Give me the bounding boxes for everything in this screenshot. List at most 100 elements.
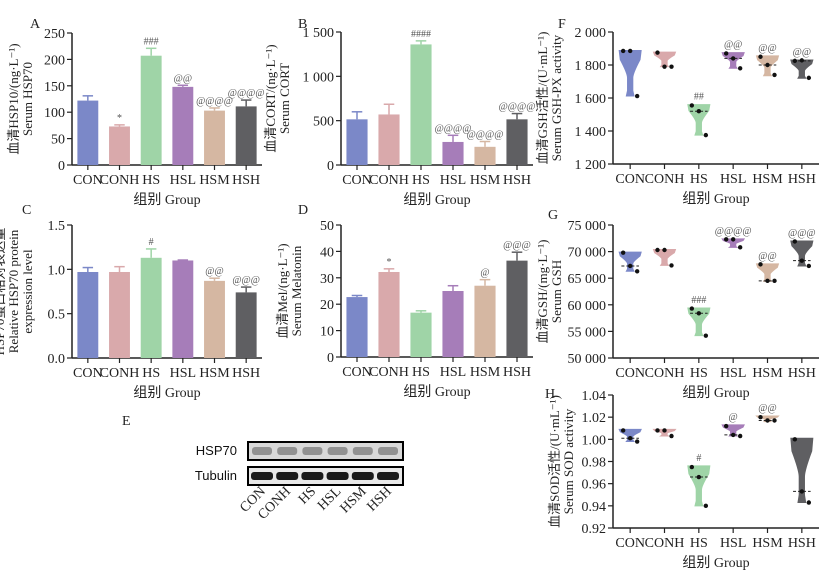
- x-tick-label: HSM: [199, 366, 230, 381]
- data-point: [723, 51, 729, 56]
- tubulin-band: [351, 472, 374, 480]
- data-point: [765, 62, 770, 68]
- x-axis-title: 组别 Group: [133, 385, 200, 401]
- bar-con: [346, 119, 368, 165]
- y-tick-label: 100: [44, 106, 65, 121]
- x-tick-label: HSH: [232, 173, 260, 188]
- wb-tubulin-strip: [247, 466, 404, 486]
- data-point: [655, 50, 660, 55]
- y-tick-label: 10: [320, 325, 334, 340]
- data-point: [696, 109, 702, 114]
- bar-hs: [410, 312, 432, 357]
- y-tick-label: 60 000: [568, 299, 607, 314]
- significance-label: @@: [205, 266, 223, 277]
- y-tick-label: 1 200: [575, 158, 607, 173]
- violin-hs: [687, 104, 711, 136]
- significance-label: @@@@: [435, 123, 472, 134]
- x-tick-label: CONH: [369, 173, 409, 188]
- x-tick-label: HSH: [788, 172, 816, 187]
- y-tick-label: 50: [320, 219, 334, 234]
- hsp70-band: [352, 447, 373, 455]
- y-axis-title: Serum GSH-PX activity: [549, 34, 564, 161]
- x-tick-label: HSL: [440, 173, 466, 188]
- y-axis-title: HSP70蛋白相对表达量: [0, 228, 7, 356]
- significance-label: @@: [724, 40, 742, 51]
- bar-hsl: [442, 291, 464, 357]
- data-point: [662, 64, 667, 69]
- violin-hs: [687, 307, 711, 337]
- bar-hsm: [204, 110, 225, 165]
- y-tick-label: 1 800: [575, 59, 607, 74]
- data-point: [799, 258, 805, 263]
- data-point: [723, 423, 729, 429]
- x-tick-label: CONH: [369, 365, 409, 380]
- x-axis-title: 组别 Group: [403, 384, 470, 400]
- x-tick-label: HSH: [788, 536, 816, 551]
- x-tick-label: CONH: [645, 366, 685, 381]
- data-point: [730, 56, 736, 61]
- data-point: [669, 64, 674, 69]
- data-point: [772, 278, 777, 284]
- violin-con: [618, 251, 642, 272]
- x-axis-title: 组别 Group: [133, 192, 200, 208]
- x-tick-label: HSL: [170, 366, 196, 381]
- y-tick-label: 1.00: [582, 433, 607, 448]
- data-point: [634, 93, 640, 99]
- panel-label-E: E: [122, 414, 131, 429]
- x-tick-label: CON: [615, 172, 645, 187]
- x-tick-label: HSL: [720, 536, 746, 551]
- data-point: [669, 433, 674, 439]
- x-axis-title: 组别 Group: [403, 192, 470, 208]
- panel-label-B: B: [298, 17, 307, 32]
- hsp70-band: [327, 447, 348, 455]
- violin-hsh: [790, 437, 814, 504]
- significance-label: #: [149, 237, 154, 248]
- bar-hsh: [506, 119, 528, 165]
- data-point: [730, 432, 736, 438]
- bar-hsl: [442, 141, 464, 165]
- hsp70-band: [378, 447, 398, 455]
- x-tick-label: HSM: [470, 173, 501, 188]
- bar-hs: [140, 257, 162, 358]
- y-tick-label: 1 600: [575, 92, 607, 107]
- significance-label: *: [387, 257, 392, 268]
- data-point: [758, 54, 763, 59]
- x-tick-label: HS: [142, 366, 160, 381]
- data-point: [627, 436, 633, 441]
- chart-panel-F: F 1 200 1 400 1 600 1 800 2 000 CON CONH HS HSL HS…: [535, 17, 819, 207]
- violin-con: [618, 49, 642, 97]
- data-point: [703, 132, 709, 138]
- y-tick-label: 0.98: [582, 456, 607, 471]
- y-tick-label: 0.94: [582, 500, 607, 515]
- bar-hsm: [474, 285, 496, 357]
- data-point: [655, 247, 660, 253]
- data-point: [634, 439, 640, 444]
- y-tick-label: 0.92: [582, 522, 607, 537]
- bar-hsl: [172, 260, 194, 358]
- x-tick-label: CON: [73, 173, 103, 188]
- x-tick-label: HSH: [232, 366, 260, 381]
- y-tick-label: 1 500: [303, 26, 335, 41]
- significance-label: @@: [758, 403, 776, 414]
- significance-label: @@@@: [715, 226, 752, 237]
- x-tick-label: CON: [615, 366, 645, 381]
- significance-label: @@@@: [196, 96, 233, 107]
- data-point: [737, 66, 743, 71]
- data-point: [703, 333, 709, 338]
- y-axis-title: 血清GSH活性/(U·mL⁻¹): [535, 32, 550, 165]
- bar-hsh: [235, 292, 257, 358]
- y-axis-title: Serum SOD activity: [561, 408, 576, 514]
- data-point: [792, 437, 798, 442]
- violin-conh: [652, 51, 677, 68]
- x-tick-label: CON: [342, 173, 372, 188]
- y-tick-label: 200: [44, 53, 65, 68]
- significance-label: @@: [758, 251, 776, 262]
- y-tick-label: 1.04: [582, 389, 607, 404]
- data-point: [799, 489, 805, 494]
- y-tick-label: 0.0: [48, 352, 66, 367]
- y-tick-label: 0: [58, 159, 65, 174]
- significance-label: @: [480, 268, 489, 279]
- data-point: [703, 503, 709, 509]
